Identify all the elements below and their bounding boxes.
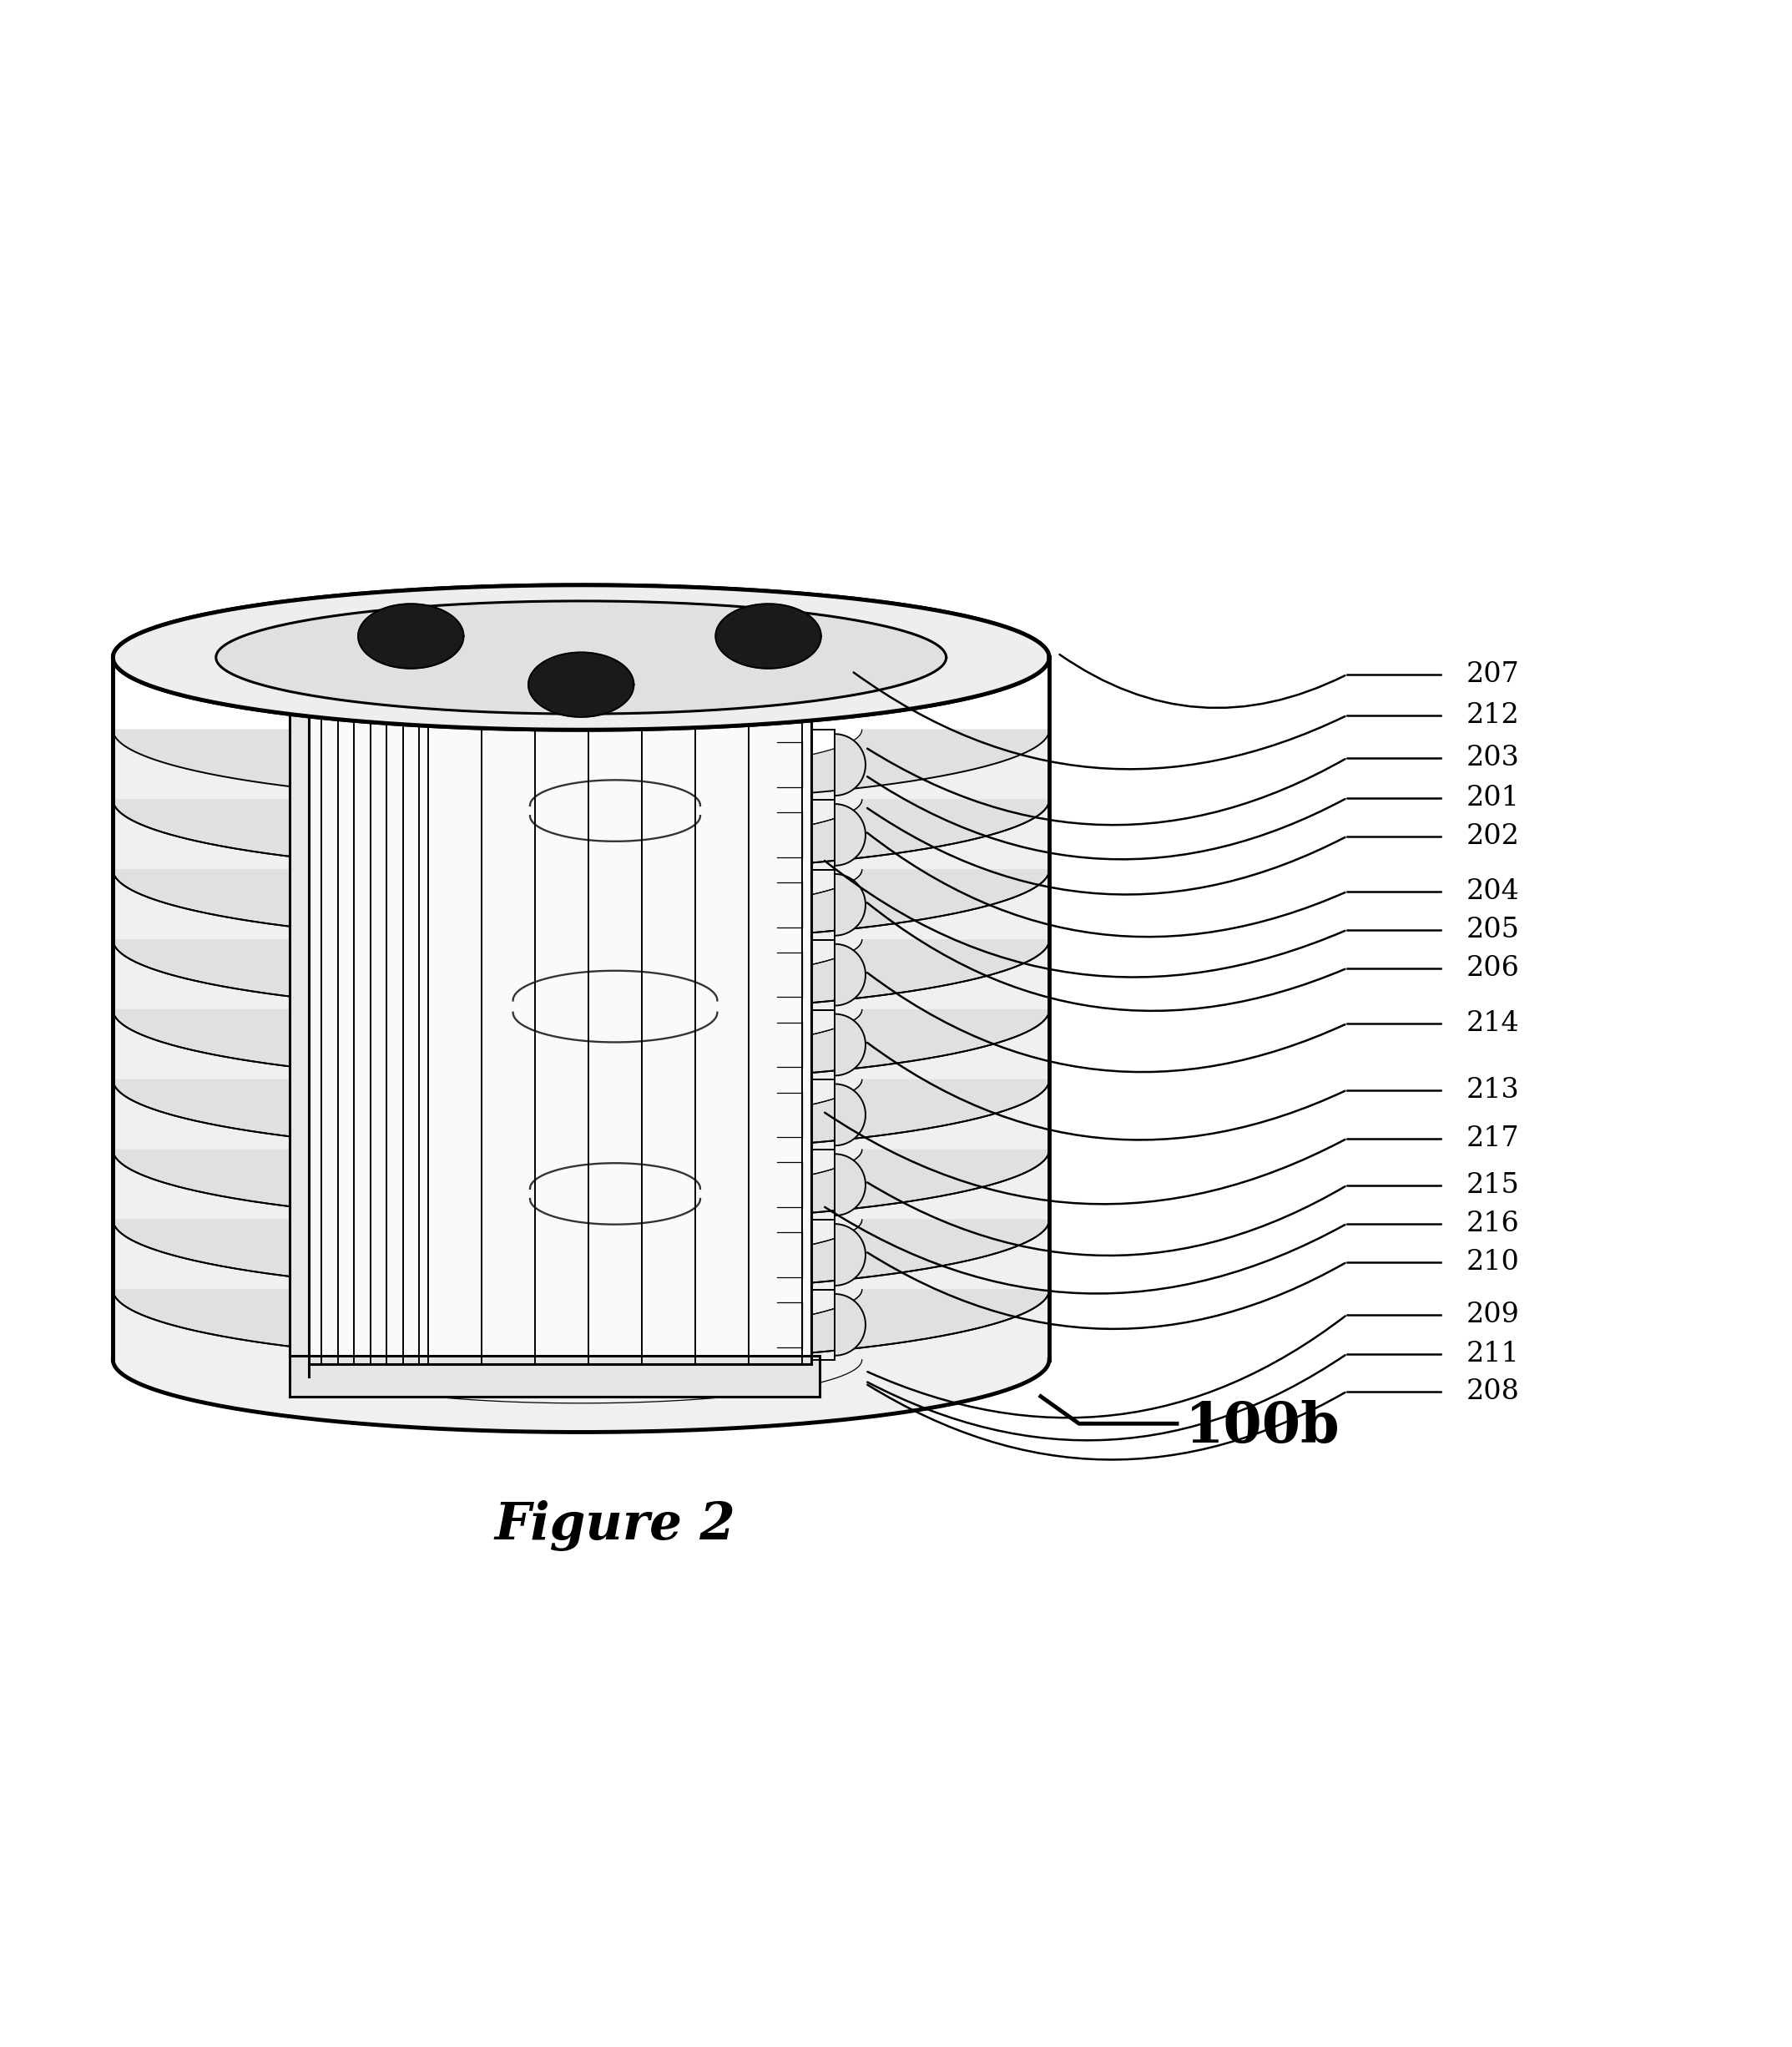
- Text: 214: 214: [1466, 1009, 1520, 1038]
- Polygon shape: [217, 602, 946, 714]
- Polygon shape: [113, 870, 1048, 942]
- Text: 205: 205: [1466, 917, 1520, 944]
- Polygon shape: [308, 661, 812, 1363]
- Polygon shape: [715, 604, 821, 669]
- Polygon shape: [113, 1079, 1048, 1152]
- Text: 100b: 100b: [1185, 1400, 1340, 1453]
- Polygon shape: [835, 800, 866, 870]
- Text: 217: 217: [1466, 1126, 1520, 1152]
- Polygon shape: [835, 870, 866, 940]
- Polygon shape: [113, 1220, 1048, 1292]
- Polygon shape: [715, 604, 821, 669]
- Polygon shape: [113, 1150, 1048, 1222]
- Polygon shape: [113, 1290, 1048, 1361]
- Text: 207: 207: [1466, 661, 1520, 688]
- Text: Figure 2: Figure 2: [495, 1500, 737, 1552]
- Text: 203: 203: [1466, 745, 1520, 772]
- Text: 216: 216: [1466, 1210, 1520, 1236]
- Polygon shape: [113, 940, 1048, 1083]
- Polygon shape: [835, 731, 866, 800]
- Polygon shape: [835, 1079, 866, 1150]
- Polygon shape: [113, 940, 1048, 1011]
- Polygon shape: [113, 1009, 1048, 1083]
- Polygon shape: [529, 653, 634, 716]
- Polygon shape: [113, 1220, 1048, 1361]
- Polygon shape: [217, 602, 946, 714]
- Text: 202: 202: [1466, 823, 1520, 850]
- Polygon shape: [113, 731, 1048, 872]
- Text: 211: 211: [1466, 1341, 1520, 1367]
- Polygon shape: [290, 661, 308, 1378]
- Polygon shape: [113, 585, 1048, 731]
- Polygon shape: [529, 653, 634, 716]
- Polygon shape: [113, 870, 1048, 1011]
- Polygon shape: [835, 1290, 866, 1359]
- Polygon shape: [113, 1290, 1048, 1433]
- Polygon shape: [113, 1150, 1048, 1292]
- Polygon shape: [113, 800, 1048, 942]
- Polygon shape: [113, 585, 1048, 731]
- Text: 210: 210: [1466, 1249, 1520, 1275]
- Polygon shape: [113, 800, 1048, 872]
- Polygon shape: [835, 940, 866, 1009]
- Polygon shape: [835, 1150, 866, 1220]
- Polygon shape: [358, 604, 464, 669]
- Polygon shape: [290, 659, 815, 680]
- Polygon shape: [835, 1009, 866, 1079]
- Text: 213: 213: [1466, 1077, 1520, 1103]
- Polygon shape: [113, 1009, 1048, 1152]
- Text: 201: 201: [1466, 784, 1520, 811]
- Polygon shape: [113, 731, 1048, 802]
- Text: 215: 215: [1466, 1171, 1520, 1200]
- Text: 208: 208: [1466, 1378, 1520, 1404]
- Polygon shape: [358, 604, 464, 669]
- Text: 212: 212: [1466, 702, 1520, 729]
- Text: 206: 206: [1466, 954, 1520, 981]
- Polygon shape: [113, 1079, 1048, 1222]
- Polygon shape: [290, 1355, 819, 1396]
- Polygon shape: [835, 1220, 866, 1290]
- Text: 209: 209: [1466, 1302, 1520, 1329]
- Text: 204: 204: [1466, 878, 1520, 905]
